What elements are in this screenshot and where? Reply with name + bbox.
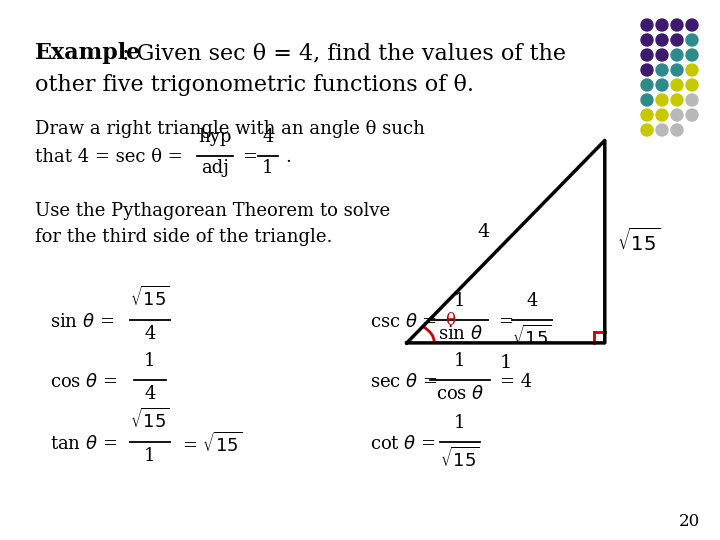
Circle shape	[686, 19, 698, 31]
Circle shape	[641, 64, 653, 76]
Text: 4: 4	[262, 128, 274, 146]
Circle shape	[641, 19, 653, 31]
Text: 1: 1	[454, 292, 466, 310]
Circle shape	[671, 19, 683, 31]
Text: $\sqrt{15}$: $\sqrt{15}$	[617, 228, 660, 255]
Circle shape	[641, 109, 653, 121]
Circle shape	[656, 19, 668, 31]
Text: Example: Example	[35, 42, 141, 64]
Circle shape	[686, 109, 698, 121]
Text: 1: 1	[144, 447, 156, 465]
Circle shape	[656, 79, 668, 91]
Text: $\sqrt{15}$: $\sqrt{15}$	[512, 325, 552, 349]
Text: tan $\theta$ =: tan $\theta$ =	[50, 435, 117, 453]
Text: 1: 1	[454, 352, 466, 370]
Circle shape	[686, 64, 698, 76]
Text: cot $\theta$ =: cot $\theta$ =	[370, 435, 436, 453]
Text: hyp: hyp	[198, 128, 232, 146]
Text: 4: 4	[144, 325, 156, 343]
Text: cos $\theta$: cos $\theta$	[436, 385, 485, 403]
Circle shape	[671, 79, 683, 91]
Text: that 4 = sec θ =: that 4 = sec θ =	[35, 148, 183, 166]
Circle shape	[671, 124, 683, 136]
Circle shape	[671, 49, 683, 61]
Circle shape	[671, 64, 683, 76]
Circle shape	[641, 124, 653, 136]
Text: $\sqrt{15}$: $\sqrt{15}$	[440, 447, 480, 471]
Text: 4: 4	[144, 385, 156, 403]
Text: sec $\theta$ =: sec $\theta$ =	[370, 373, 438, 391]
Text: 1: 1	[454, 414, 466, 432]
Text: sin $\theta$ =: sin $\theta$ =	[50, 313, 114, 331]
Circle shape	[641, 34, 653, 46]
Text: sin $\theta$: sin $\theta$	[438, 325, 482, 343]
Text: 1: 1	[500, 354, 512, 372]
Text: Draw a right triangle with an angle θ such: Draw a right triangle with an angle θ su…	[35, 120, 425, 138]
Circle shape	[641, 94, 653, 106]
Circle shape	[656, 64, 668, 76]
Circle shape	[656, 49, 668, 61]
Circle shape	[641, 79, 653, 91]
Text: adj: adj	[201, 159, 229, 177]
Circle shape	[656, 94, 668, 106]
Text: θ: θ	[445, 312, 455, 329]
Text: 4: 4	[526, 292, 538, 310]
Circle shape	[656, 34, 668, 46]
Circle shape	[656, 109, 668, 121]
Text: 1: 1	[262, 159, 274, 177]
Text: cos $\theta$ =: cos $\theta$ =	[50, 373, 118, 391]
Text: = 4: = 4	[500, 373, 532, 391]
Text: =: =	[242, 148, 257, 166]
Text: $\sqrt{15}$: $\sqrt{15}$	[130, 286, 170, 310]
Text: .: .	[285, 148, 291, 166]
Text: Use the Pythagorean Theorem to solve: Use the Pythagorean Theorem to solve	[35, 202, 390, 220]
Circle shape	[671, 34, 683, 46]
Text: 4: 4	[477, 222, 490, 241]
Text: for the third side of the triangle.: for the third side of the triangle.	[35, 228, 333, 246]
Circle shape	[671, 109, 683, 121]
Circle shape	[686, 94, 698, 106]
Circle shape	[641, 49, 653, 61]
Text: other five trigonometric functions of θ.: other five trigonometric functions of θ.	[35, 74, 474, 96]
Text: : Given sec θ = 4, find the values of the: : Given sec θ = 4, find the values of th…	[122, 42, 566, 64]
Text: =: =	[498, 313, 513, 331]
Circle shape	[656, 124, 668, 136]
Text: 20: 20	[679, 513, 700, 530]
Circle shape	[686, 49, 698, 61]
Circle shape	[671, 94, 683, 106]
Text: csc $\theta$ =: csc $\theta$ =	[370, 313, 437, 331]
Text: = $\sqrt{15}$: = $\sqrt{15}$	[182, 432, 243, 456]
Text: 1: 1	[144, 352, 156, 370]
Circle shape	[686, 34, 698, 46]
Circle shape	[686, 79, 698, 91]
Text: $\sqrt{15}$: $\sqrt{15}$	[130, 408, 170, 432]
